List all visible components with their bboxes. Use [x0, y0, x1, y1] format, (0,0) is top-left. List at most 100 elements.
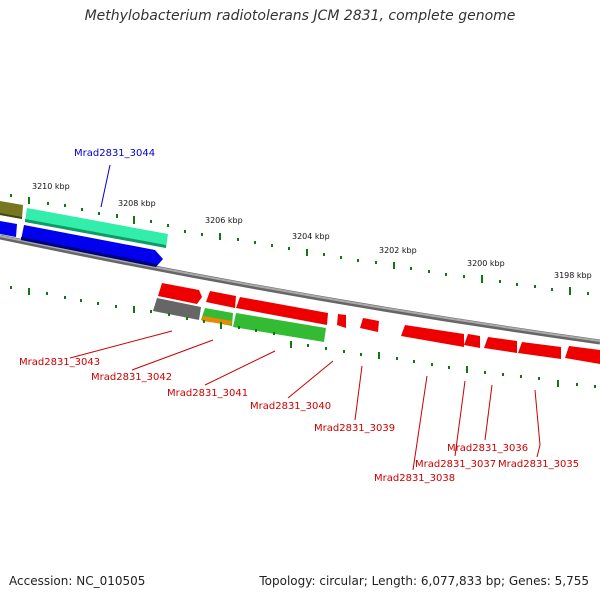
orange-cds[interactable]	[202, 316, 232, 325]
scale-tick	[254, 241, 256, 244]
scale-tick	[463, 275, 465, 278]
genome-backbone-highlight	[0, 235, 600, 342]
leader-line-3042	[131, 339, 214, 371]
scale-tick	[520, 375, 522, 378]
gene-label-3042[interactable]: Mrad2831_3042	[91, 372, 172, 383]
red-cds[interactable]	[158, 283, 202, 304]
scale-tick	[569, 287, 571, 295]
red-cds[interactable]	[484, 337, 517, 353]
scale-tick	[115, 305, 117, 308]
leader-line-3040	[287, 360, 334, 399]
red-cds[interactable]	[565, 346, 600, 364]
blue-cds[interactable]	[21, 225, 163, 267]
forward-strand-features	[0, 201, 168, 267]
scale-tick	[360, 353, 362, 356]
scale-tick	[325, 347, 327, 350]
scale-tick	[410, 267, 412, 270]
scale-tick	[10, 286, 12, 289]
scale-tick	[534, 285, 536, 288]
label-leader-lines	[69, 164, 541, 471]
red-cds[interactable]	[337, 314, 346, 328]
scale-tick	[393, 262, 395, 269]
mrad3044-cds-shade	[25, 219, 166, 248]
leader-line-3041	[204, 350, 276, 386]
gene-labels: Mrad2831_3044 Mrad2831_3043 Mrad2831_304…	[19, 148, 579, 484]
scale-tick	[150, 220, 152, 223]
scale-tick	[484, 371, 486, 374]
scale-tick	[150, 310, 152, 313]
scale-tick	[220, 322, 222, 329]
scale-tick	[396, 357, 398, 360]
scale-tick	[255, 329, 257, 332]
scale-tick	[133, 216, 135, 224]
red-cds[interactable]	[236, 297, 328, 325]
scale-tick	[340, 256, 342, 259]
gene-label-3039[interactable]: Mrad2831_3039	[314, 423, 395, 434]
scale-tick	[428, 270, 430, 273]
scale-tick	[238, 326, 240, 329]
gene-label-3044[interactable]: Mrad2831_3044	[74, 148, 155, 159]
scale-tick	[186, 317, 188, 320]
scale-tick	[290, 341, 292, 348]
scale-tick	[576, 383, 578, 386]
gene-label-3043[interactable]: Mrad2831_3043	[19, 357, 100, 368]
mrad3044-cds[interactable]	[25, 208, 168, 248]
scale-tick	[133, 306, 135, 313]
leader-line-3038	[412, 375, 428, 471]
topology-text: Topology: circular; Length: 6,077,833 bp…	[259, 574, 589, 588]
scale-tick	[64, 296, 66, 299]
gene-label-3040[interactable]: Mrad2831_3040	[250, 401, 331, 412]
olive-cds-shade	[0, 213, 22, 219]
scale-tick	[378, 352, 380, 359]
scale-tick	[203, 320, 205, 323]
gene-label-3036[interactable]: Mrad2831_3036	[447, 443, 528, 454]
scale-tick	[481, 275, 483, 283]
scale-tick	[445, 273, 447, 276]
scale-label: 3204 kbp	[292, 232, 330, 241]
scale-tick	[116, 214, 118, 218]
red-cds[interactable]	[518, 342, 561, 359]
scale-tick	[502, 373, 504, 376]
scale-tick	[81, 208, 83, 211]
scale-tick	[357, 259, 359, 262]
scale-tick	[80, 299, 82, 302]
scale-tick	[375, 261, 377, 264]
red-cds[interactable]	[401, 325, 464, 347]
blue-cds-shade	[21, 237, 157, 267]
gene-label-3037[interactable]: Mrad2831_3037	[415, 459, 496, 470]
scale-tick	[594, 385, 596, 388]
scale-label: 3210 kbp	[32, 182, 70, 191]
scale-label: 3202 kbp	[379, 246, 417, 255]
leader-line-3037	[454, 380, 466, 457]
scale-tick	[431, 363, 433, 366]
red-cds[interactable]	[464, 334, 480, 348]
scale-tick	[307, 344, 309, 347]
leader-line-3044	[100, 164, 111, 208]
mrad3043-cds[interactable]	[153, 298, 201, 320]
blue-cds-left[interactable]	[0, 221, 17, 237]
scale-tick	[98, 212, 100, 215]
leader-line-3043	[69, 330, 173, 359]
gene-label-3035[interactable]: Mrad2831_3035	[498, 459, 579, 470]
scale-tick	[499, 280, 501, 283]
scale-tick	[273, 332, 275, 335]
scale-tick	[288, 247, 290, 250]
scale-label: 3200 kbp	[467, 259, 505, 268]
red-cds[interactable]	[360, 318, 379, 332]
mrad3041-cds[interactable]	[233, 313, 326, 342]
scale-tick	[413, 360, 415, 363]
scale-tick	[168, 313, 170, 316]
gene-label-3038[interactable]: Mrad2831_3038	[374, 473, 455, 484]
gene-label-3041[interactable]: Mrad2831_3041	[167, 388, 248, 399]
scale-tick	[448, 366, 450, 369]
scale-tick	[47, 202, 49, 205]
map-title: Methylobacterium radiotolerans JCM 2831,…	[84, 8, 516, 24]
leader-line-3039	[354, 365, 363, 421]
scale-tick	[306, 249, 308, 256]
red-cds[interactable]	[206, 291, 236, 308]
scale-tick	[201, 233, 203, 236]
upper-tick-track	[10, 194, 589, 295]
leader-line-3036	[484, 384, 493, 441]
scale-tick	[97, 302, 99, 305]
